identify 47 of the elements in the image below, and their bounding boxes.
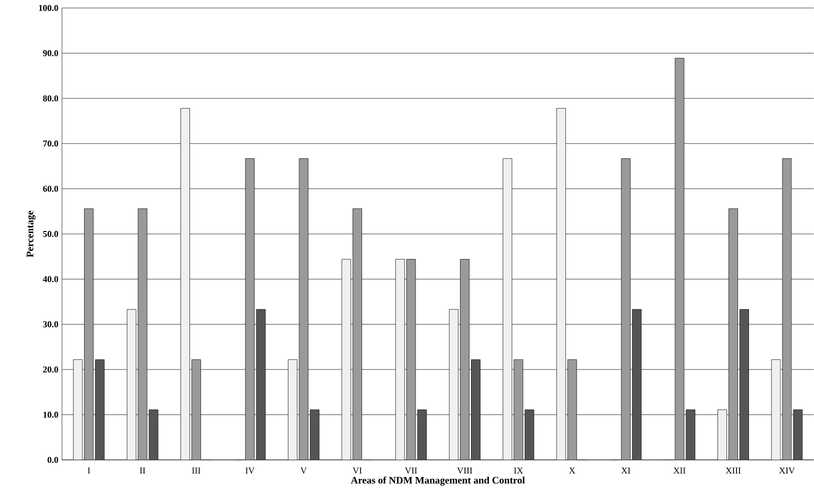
x-axis-title: Areas of NDM Management and Control [350,476,525,486]
x-tick-label: IV [246,468,255,474]
x-tick-label: VI [352,468,362,474]
y-tick-label: 40.0 [42,276,58,282]
y-tick-label: 30.0 [43,321,58,328]
x-tick-label: VIII [457,468,472,474]
y-tick-label: 90.0 [43,50,58,56]
bar [310,410,320,460]
y-tick-label: 70.0 [43,140,58,147]
bar [567,359,577,460]
x-tick-label: IX [514,468,524,474]
bar [298,158,308,460]
bar [728,208,738,460]
x-tick-label: XI [621,468,630,474]
bar [471,359,480,460]
y-tick-label: 80.0 [43,95,58,102]
y-tick-label: 20.0 [43,366,58,373]
bar [556,108,566,460]
x-tick-label: VII [404,468,417,474]
x-tick-label: V [300,468,307,474]
bar [460,259,470,460]
bar [288,359,298,460]
y-tick-label: 100.0 [39,5,58,12]
x-tick-label: X [569,468,576,474]
x-tick-label: XIV [779,468,795,474]
bar [342,259,352,460]
y-axis-title: Percentage [26,210,36,258]
bar [95,359,105,460]
y-tick-label: 50.0 [43,230,58,238]
bar [84,208,94,460]
bar [192,359,201,460]
x-tick-label: XIII [726,468,741,474]
bar [73,359,83,460]
bar [718,410,727,460]
bar [740,309,749,460]
bar [449,309,458,460]
bar [632,309,642,460]
x-tick-label: XII [674,468,686,474]
bar [352,208,362,460]
x-tick-label: I [88,468,90,474]
x-tick-label: II [140,468,146,474]
bar [180,108,190,460]
y-tick-label: 60.0 [43,186,58,192]
y-tick-label: 10.0 [44,412,58,418]
x-tick-label: III [192,468,200,474]
bar [621,158,631,460]
y-tick-label: 0.0 [48,456,58,463]
